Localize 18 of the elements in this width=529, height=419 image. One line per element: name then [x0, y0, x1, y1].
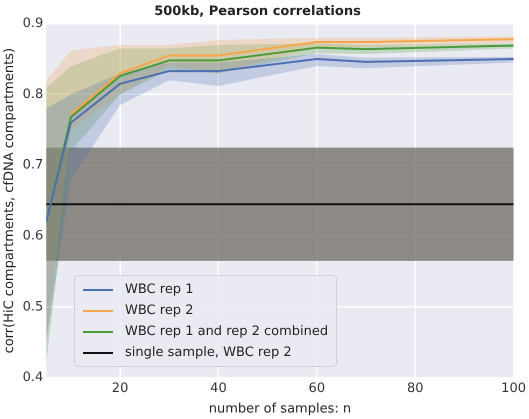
- x-tick-label: 40: [210, 380, 227, 396]
- legend-label: single sample, WBC rep 2: [125, 344, 292, 362]
- chart-title: 500kb, Pearson correlations: [154, 4, 362, 20]
- legend-label: WBC rep 2: [125, 302, 194, 320]
- y-axis-title: corr(HiC compartments, cfDNA compartments): [2, 48, 18, 354]
- y-tick-label: 0.7: [22, 158, 44, 173]
- x-tick-label: 60: [308, 380, 326, 396]
- x-tick-label: 100: [501, 380, 526, 396]
- y-tick-label: 0.8: [22, 86, 44, 102]
- x-tick-label: 20: [112, 380, 128, 396]
- y-tick-label: 0.4: [22, 370, 44, 386]
- legend-label: WBC rep 1 and rep 2 combined: [125, 323, 328, 341]
- x-tick-label: 80: [406, 380, 424, 396]
- x-axis-title: number of samples: n: [208, 402, 352, 417]
- y-tick-label: 0.9: [22, 16, 44, 31]
- legend-label: WBC rep 1: [125, 281, 194, 299]
- y-tick-label: 0.5: [22, 299, 44, 314]
- y-tick-label: 0.6: [22, 228, 44, 244]
